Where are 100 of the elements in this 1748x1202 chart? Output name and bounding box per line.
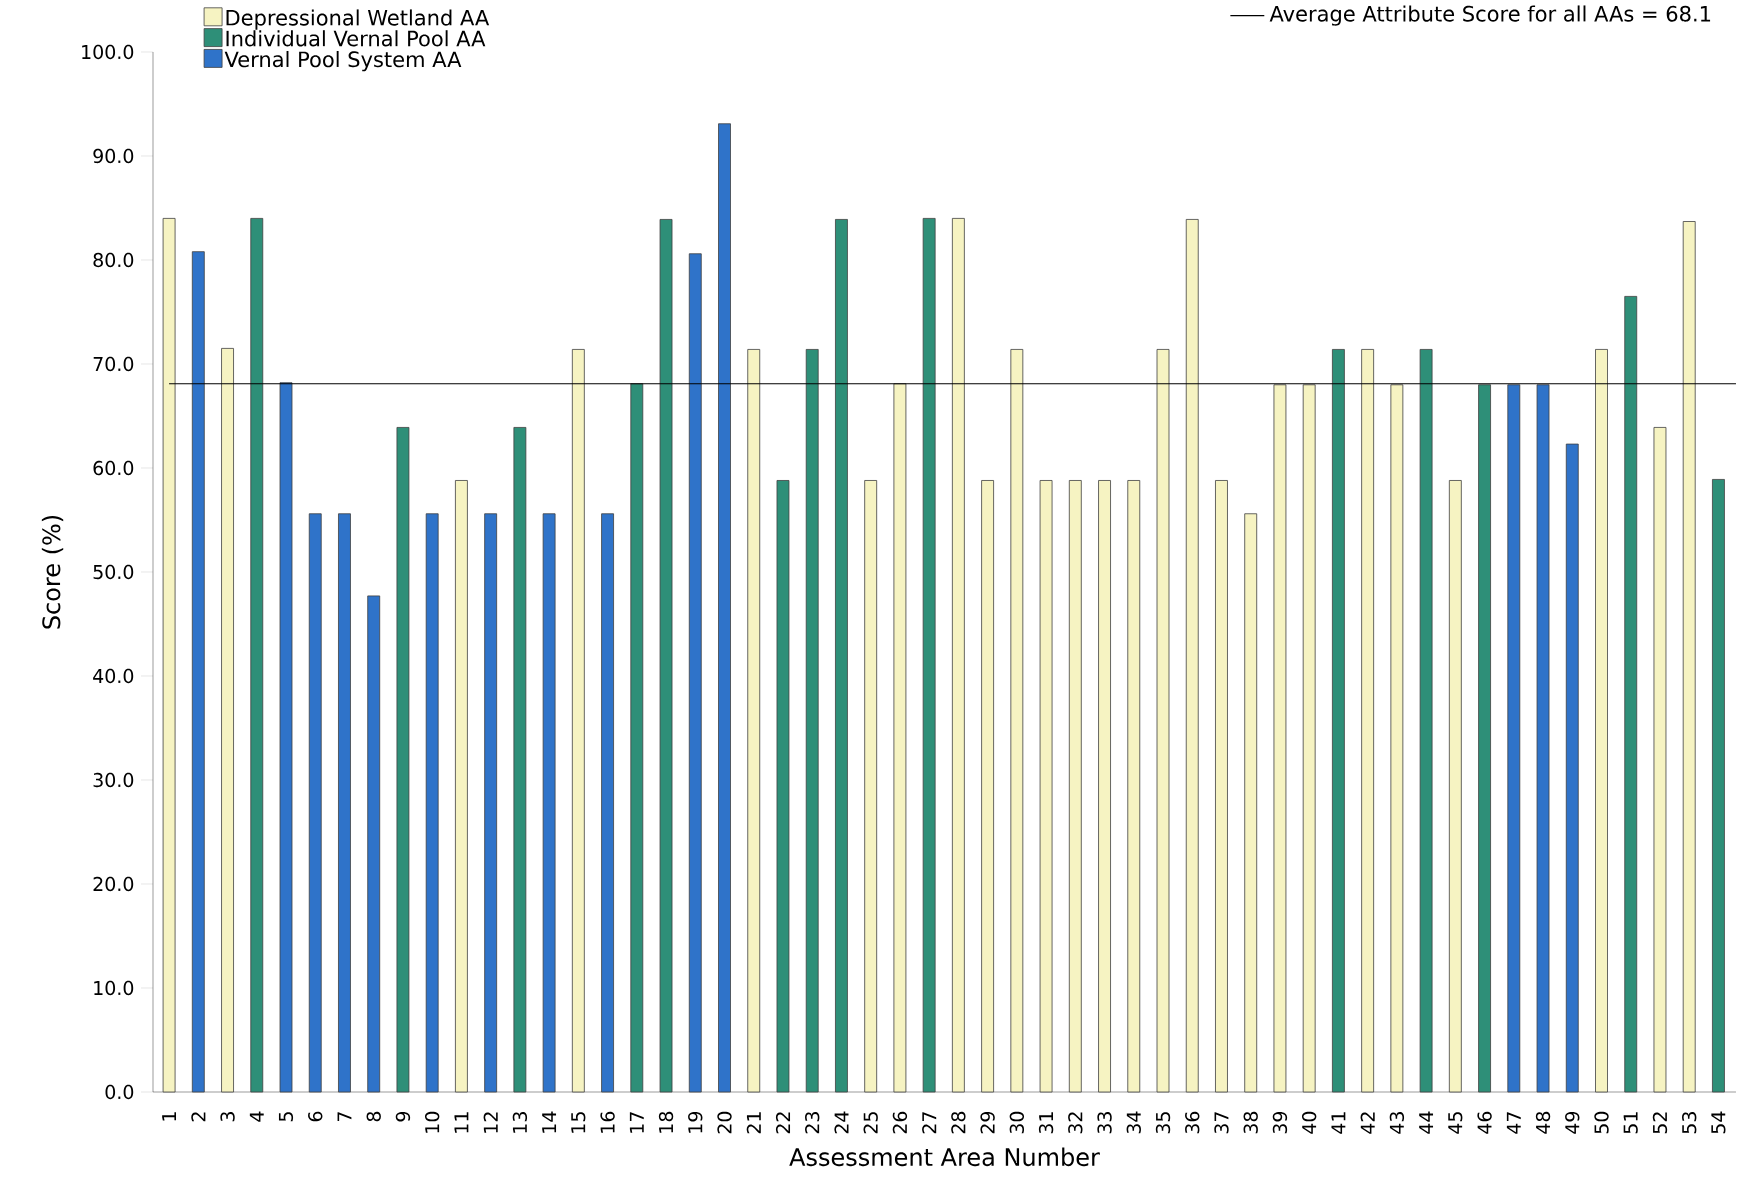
- x-tick-label: 29: [980, 1111, 995, 1134]
- x-tick-label: 9: [395, 1111, 411, 1122]
- bar: [513, 427, 527, 1093]
- x-tick-label: 8: [366, 1111, 381, 1122]
- bar: [1068, 480, 1082, 1093]
- bar: [718, 123, 731, 1093]
- bar: [571, 349, 585, 1093]
- bar: [484, 513, 498, 1093]
- x-tick-label: 13: [512, 1112, 528, 1133]
- bar: [1478, 384, 1491, 1093]
- y-tick-label: 50.0: [93, 564, 134, 580]
- x-tick-label: 31: [1038, 1112, 1054, 1134]
- bar: [1185, 219, 1199, 1093]
- x-tick-label: 43: [1389, 1112, 1405, 1134]
- bar: [162, 217, 176, 1093]
- bar: [1419, 349, 1433, 1093]
- x-tick-label: 25: [863, 1112, 878, 1134]
- bar: [1010, 349, 1024, 1093]
- x-tick-label: 3: [220, 1112, 235, 1122]
- x-tick-label: 12: [483, 1112, 498, 1133]
- legend-label: Individual Vernal Pool AA: [226, 30, 486, 47]
- x-tick-label: 52: [1652, 1112, 1668, 1134]
- x-tick-label: 27: [922, 1112, 937, 1134]
- x-tick-label: 26: [892, 1111, 908, 1134]
- x-tick-label: 41: [1331, 1112, 1346, 1134]
- bar: [1127, 480, 1141, 1093]
- x-tick-label: 49: [1565, 1111, 1580, 1134]
- bar: [747, 349, 761, 1093]
- legend-label: Average Attribute Score for all AAs = 68.1: [1269, 5, 1711, 26]
- bar: [191, 251, 205, 1093]
- x-tick-label: 15: [571, 1112, 586, 1133]
- x-tick-label: 19: [688, 1111, 703, 1133]
- bar: [1039, 480, 1053, 1093]
- x-tick-label: 46: [1477, 1111, 1492, 1134]
- x-tick-label: 2: [191, 1112, 206, 1122]
- bar: [981, 480, 995, 1093]
- legend-label: Depressional Wetland AA: [226, 9, 490, 30]
- x-tick-label: 54: [1711, 1111, 1726, 1134]
- legend-label: Vernal Pool System AA: [224, 51, 462, 72]
- x-tick-label: 1: [162, 1112, 176, 1121]
- bar: [455, 480, 468, 1093]
- x-tick-label: 50: [1594, 1111, 1609, 1134]
- bar: [688, 253, 702, 1093]
- x-tick-label: 32: [1068, 1112, 1083, 1134]
- y-tick-label: 100.0: [82, 44, 134, 60]
- bar: [1448, 480, 1462, 1093]
- x-tick-label: 16: [600, 1111, 615, 1133]
- x-tick-label: 35: [1155, 1112, 1171, 1134]
- x-tick-label: 6: [308, 1111, 323, 1122]
- x-tick-label: 51: [1623, 1112, 1638, 1134]
- bar: [221, 348, 234, 1093]
- x-tick-label: 42: [1360, 1112, 1375, 1134]
- bar: [396, 427, 410, 1093]
- x-tick-label: 45: [1448, 1112, 1463, 1134]
- y-tick-label: 30.0: [93, 772, 134, 788]
- x-tick-label: 23: [805, 1112, 820, 1134]
- x-tick-label: 4: [249, 1111, 264, 1122]
- x-tick-label: 24: [834, 1111, 849, 1134]
- bar: [1302, 384, 1316, 1093]
- bar: [1624, 296, 1638, 1093]
- x-tick-label: 10: [424, 1111, 440, 1133]
- x-tick-label: 21: [746, 1112, 761, 1134]
- y-tick-label: 70.0: [93, 356, 134, 372]
- x-tick-label: 14: [542, 1111, 557, 1133]
- x-tick-label: 17: [629, 1112, 644, 1133]
- x-axis-title: Assessment Area Number: [789, 1147, 1100, 1167]
- x-tick-label: 44: [1419, 1111, 1434, 1134]
- x-tick-label: 47: [1506, 1112, 1521, 1134]
- bar: [1565, 443, 1579, 1093]
- x-tick-label: 36: [1185, 1111, 1200, 1134]
- x-tick-label: 11: [454, 1112, 469, 1133]
- bar: [601, 513, 614, 1093]
- y-axis-title: Score (%): [41, 515, 64, 629]
- x-tick-label: 48: [1535, 1111, 1551, 1134]
- y-tick-label: 60.0: [93, 460, 134, 476]
- y-tick-label: 90.0: [93, 148, 134, 164]
- bar: [1098, 480, 1111, 1093]
- bar: [308, 513, 322, 1093]
- bar: [776, 480, 790, 1093]
- bar: [1536, 384, 1550, 1093]
- bar: [893, 383, 907, 1093]
- bar: [1156, 349, 1170, 1093]
- bar: [1653, 427, 1667, 1093]
- x-tick-label: 20: [717, 1111, 732, 1134]
- x-tick-label: 34: [1126, 1111, 1141, 1134]
- bar: [542, 513, 556, 1093]
- bar: [835, 219, 848, 1093]
- bar: [1273, 384, 1287, 1093]
- bar: [630, 383, 644, 1093]
- bar: [1361, 349, 1375, 1093]
- x-tick-label: 30: [1009, 1111, 1025, 1134]
- y-tick-label: 20.0: [93, 876, 134, 892]
- y-tick-label: 40.0: [93, 668, 134, 684]
- x-tick-label: 37: [1214, 1112, 1229, 1134]
- y-tick-label: 0.0: [105, 1084, 134, 1100]
- bar: [250, 217, 264, 1093]
- bar: [1507, 384, 1521, 1093]
- bar: [1332, 349, 1345, 1093]
- bar: [1682, 221, 1696, 1093]
- bar: [805, 349, 819, 1093]
